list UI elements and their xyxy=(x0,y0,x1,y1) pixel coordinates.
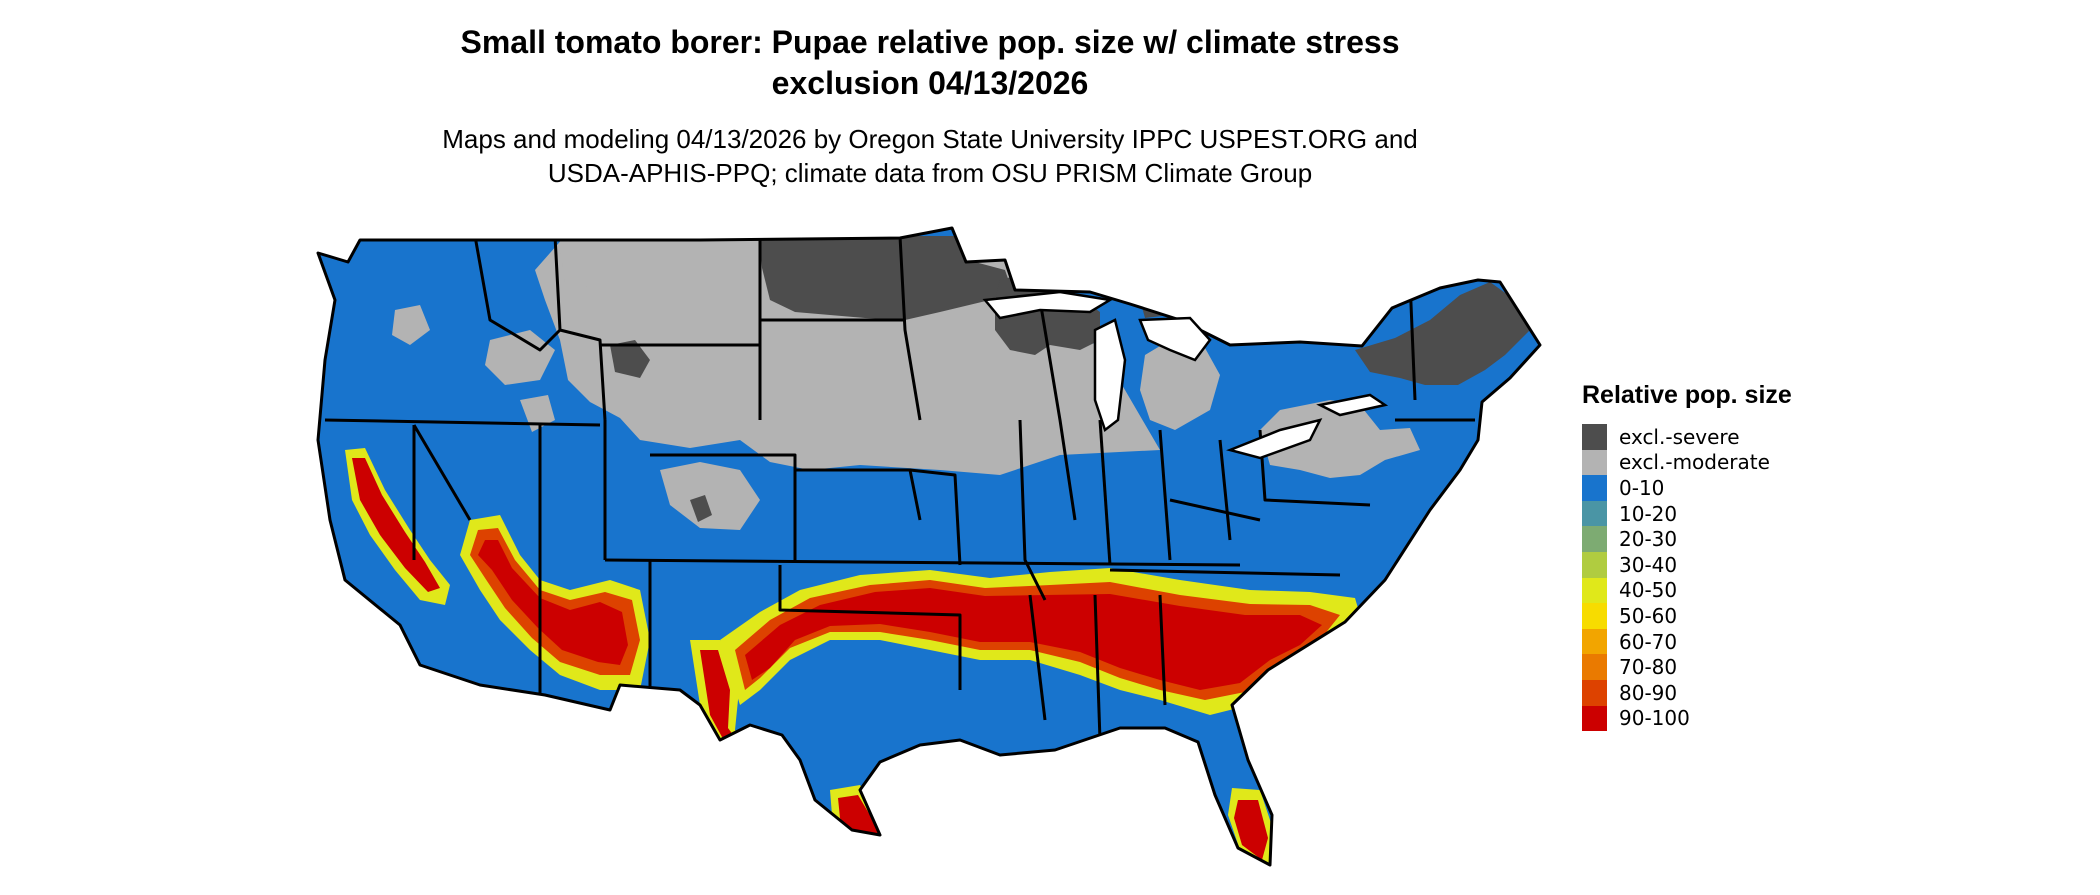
legend-swatch xyxy=(1582,551,1607,578)
legend-label: 60-70 xyxy=(1619,629,1678,654)
legend-label: 30-40 xyxy=(1619,552,1678,577)
legend-label: 50-60 xyxy=(1619,603,1678,628)
legend-label: excl.-severe xyxy=(1619,424,1740,449)
legend-swatch xyxy=(1582,526,1607,552)
legend-item: 20-30 xyxy=(1582,526,1792,552)
legend-label: 70-80 xyxy=(1619,655,1678,680)
legend-swatch xyxy=(1582,424,1607,450)
legend-item: 60-70 xyxy=(1582,628,1792,655)
map-legend: Relative pop. size excl.-severe excl.-mod… xyxy=(1582,380,1792,732)
legend-label: 20-30 xyxy=(1619,527,1678,552)
legend-item: 90-100 xyxy=(1582,705,1792,732)
legend-item: 50-60 xyxy=(1582,603,1792,629)
legend-title: Relative pop. size xyxy=(1582,381,1792,409)
legend-swatch xyxy=(1582,654,1607,680)
map-subtitle: Maps and modeling 04/13/2026 by Oregon S… xyxy=(340,122,1520,190)
legend-item: 40-50 xyxy=(1582,577,1792,604)
legend-item: excl.-severe xyxy=(1582,424,1792,450)
legend-items: excl.-severe excl.-moderate 0-10 10-20 20-30… xyxy=(1582,424,1792,732)
legend-item: excl.-moderate xyxy=(1582,449,1792,476)
map-title: Small tomato borer: Pupae relative pop. … xyxy=(340,22,1520,104)
legend-swatch xyxy=(1582,500,1607,527)
legend-swatch xyxy=(1582,705,1607,732)
legend-label: 40-50 xyxy=(1619,578,1678,603)
map-title-line-1: Small tomato borer: Pupae relative pop. … xyxy=(460,24,1400,60)
legend-swatch xyxy=(1582,628,1607,655)
legend-swatch xyxy=(1582,679,1607,706)
legend-swatch xyxy=(1582,475,1607,501)
map-subtitle-line-2: USDA-APHIS-PPQ; climate data from OSU PR… xyxy=(547,158,1313,188)
legend-item: 80-90 xyxy=(1582,679,1792,706)
legend-swatch xyxy=(1582,577,1607,604)
legend-item: 70-80 xyxy=(1582,654,1792,680)
legend-label: 80-90 xyxy=(1619,680,1678,705)
legend-swatch xyxy=(1582,449,1607,476)
map-subtitle-line-1: Maps and modeling 04/13/2026 by Oregon S… xyxy=(442,124,1418,154)
map-title-line-2: exclusion 04/13/2026 xyxy=(771,65,1089,101)
legend-swatch xyxy=(1582,603,1607,629)
legend-label: 10-20 xyxy=(1619,501,1678,526)
us-population-map xyxy=(316,226,1542,867)
legend-item: 10-20 xyxy=(1582,500,1792,527)
legend-item: 0-10 xyxy=(1582,475,1792,501)
legend-item: 30-40 xyxy=(1582,551,1792,578)
legend-label: 90-100 xyxy=(1619,706,1690,731)
legend-label: excl.-moderate xyxy=(1619,450,1770,475)
legend-label: 0-10 xyxy=(1619,475,1665,500)
